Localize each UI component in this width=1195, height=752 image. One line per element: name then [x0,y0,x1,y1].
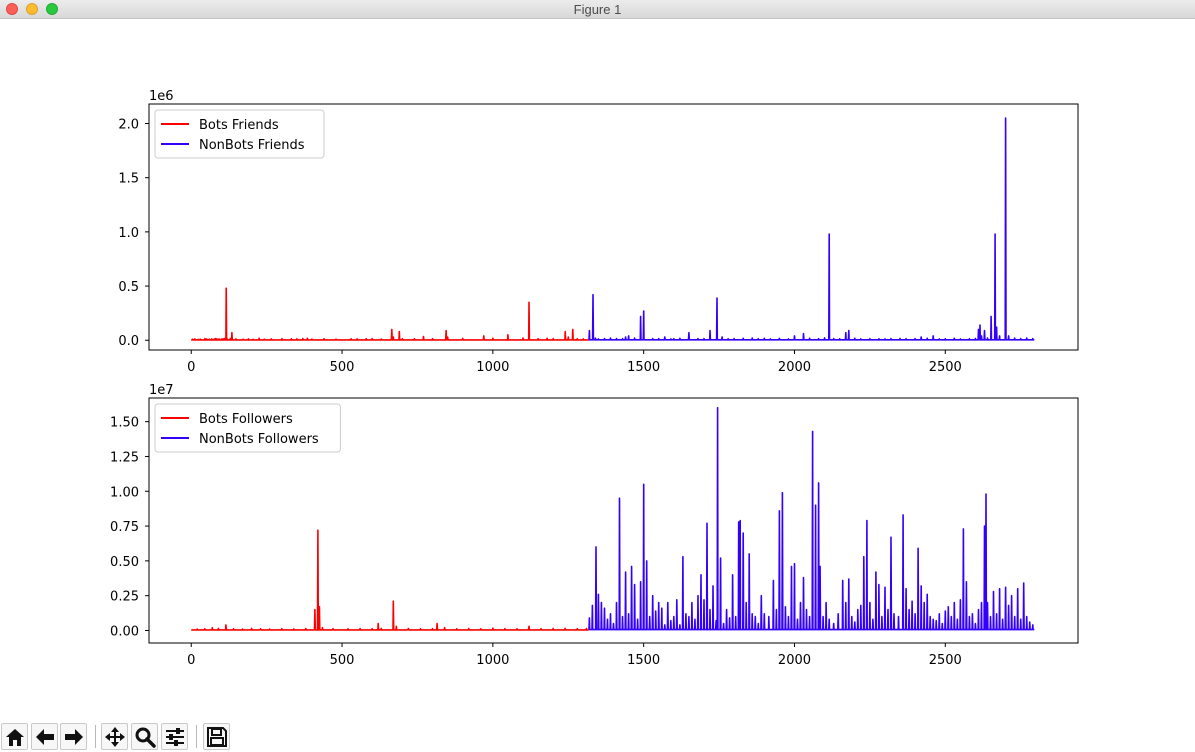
x-tick-label: 0 [187,360,195,375]
x-tick-label: 1000 [476,360,509,375]
axes-frame [148,397,1079,644]
y-tick-label: 0.25 [110,590,139,605]
legend: Bots Friends NonBots Friends [154,109,325,159]
series-line-nonbots [588,406,1035,631]
window-titlebar: Figure 1 [0,0,1195,19]
legend-label: Bots Followers [199,412,293,427]
subplot-1: 0 500 1000 1500 2000 2500 0.0 0.5 1.0 1.5 2.0 1e6 Bo… [118,89,1079,375]
legend-label: NonBots Friends [199,138,305,153]
y-offset-label: 1e6 [149,89,174,104]
x-tick-label: 2500 [929,653,962,668]
arrow-left-icon [36,729,54,745]
close-window-button[interactable] [6,3,18,15]
configure-subplots-button[interactable] [161,723,188,750]
x-tick-label: 2500 [929,360,962,375]
forward-button[interactable] [60,723,87,750]
figure-canvas: 0 500 1000 1500 2000 2500 0.0 0.5 1.0 1.5 2.0 1e6 Bo… [110,89,1079,668]
save-button[interactable] [203,723,230,750]
series-line-bots [191,287,589,341]
y-offset-label: 1e7 [149,383,174,398]
minimize-window-button[interactable] [26,3,38,15]
legend-box [154,403,341,453]
floppy-disk-icon [207,727,227,747]
series-line-bots [191,529,589,631]
x-tick-label: 1000 [476,653,509,668]
maximize-window-button[interactable] [46,3,58,15]
sliders-icon [166,728,184,746]
y-tick-label: 1.0 [118,226,139,241]
magnifier-icon [135,727,156,748]
home-button[interactable] [1,723,28,750]
axes-frame [148,103,1079,351]
legend: Bots Followers NonBots Followers [154,403,341,453]
toolbar-separator [196,725,197,748]
home-icon [6,729,24,746]
toolbar-separator [95,725,96,748]
window-title: Figure 1 [573,2,622,17]
y-tick-label: 0.50 [110,555,139,570]
y-tick-label: 2.0 [118,118,139,133]
zoom-button[interactable] [131,723,158,750]
x-tick-label: 2000 [778,653,811,668]
y-tick-label: 1.50 [110,416,139,431]
legend-label: NonBots Followers [199,432,319,447]
pan-button[interactable] [101,723,128,750]
y-tick-label: 0.75 [110,520,139,535]
y-tick-label: 1.00 [110,485,139,500]
y-tick-label: 1.5 [118,172,139,187]
legend-label: Bots Friends [199,118,279,133]
series-line-nonbots [588,117,1035,341]
x-tick-label: 0 [187,653,195,668]
x-tick-label: 500 [330,360,355,375]
navigation-toolbar [0,721,1195,752]
x-tick-label: 1500 [627,653,660,668]
y-tick-label: 0.5 [118,280,139,295]
x-tick-label: 1500 [627,360,660,375]
x-tick-label: 2000 [778,360,811,375]
y-tick-label: 0.00 [110,624,139,639]
legend-box [154,109,325,159]
back-button[interactable] [31,723,58,750]
y-tick-label: 1.25 [110,450,139,465]
y-tick-label: 0.0 [118,334,139,349]
subplot-2: 0 500 1000 1500 2000 2500 0.00 0.25 0.50 0.75 1.00… [110,383,1079,668]
move-icon [105,727,125,747]
arrow-right-icon [65,729,83,745]
x-tick-label: 500 [330,653,355,668]
